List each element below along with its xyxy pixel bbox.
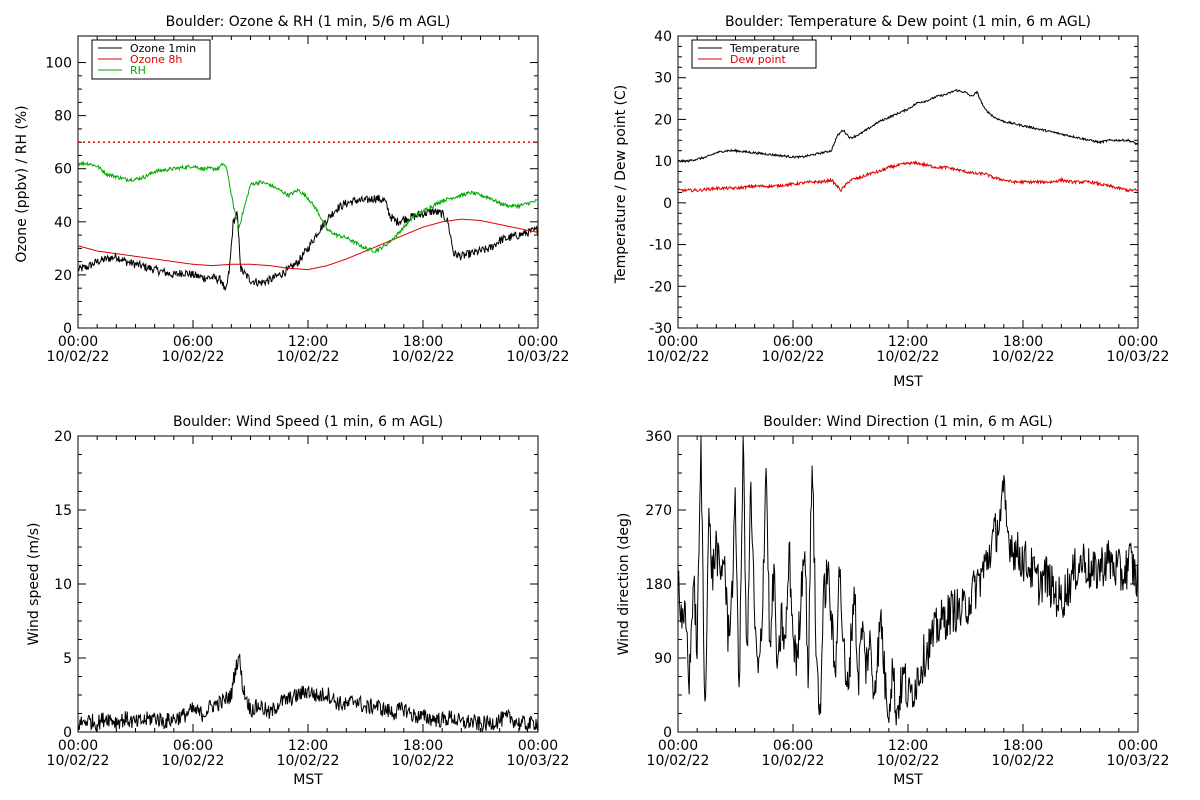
y-tick-label: 0 bbox=[63, 321, 72, 337]
x-tick-label-time: 06:00 bbox=[773, 334, 813, 350]
x-tick-label-time: 00:00 bbox=[658, 738, 698, 754]
x-axis-label: MST bbox=[893, 772, 923, 788]
series-line bbox=[677, 435, 1139, 726]
x-tick-label-date: 10/02/22 bbox=[47, 349, 110, 365]
x-tick-label-time: 00:00 bbox=[518, 334, 558, 350]
y-tick-label: 60 bbox=[54, 162, 72, 178]
y-tick-label: 20 bbox=[54, 429, 72, 445]
x-tick-label-date: 10/02/22 bbox=[162, 753, 225, 769]
series-line bbox=[677, 160, 1139, 193]
x-tick-label-date: 10/02/22 bbox=[647, 753, 710, 769]
x-tick-label-date: 10/03/22 bbox=[507, 349, 570, 365]
x-tick-label-date: 10/02/22 bbox=[277, 349, 340, 365]
y-tick-label: 10 bbox=[54, 577, 72, 593]
y-tick-label: 270 bbox=[645, 503, 672, 519]
chart-title: Boulder: Temperature & Dew point (1 min,… bbox=[725, 14, 1091, 30]
x-tick-label-date: 10/02/22 bbox=[277, 753, 340, 769]
legend-label: Ozone 1min bbox=[130, 42, 196, 55]
x-tick-label-time: 06:00 bbox=[773, 738, 813, 754]
x-tick-label-time: 18:00 bbox=[1003, 334, 1043, 350]
x-tick-label-time: 18:00 bbox=[403, 334, 443, 350]
x-tick-label-date: 10/03/22 bbox=[1107, 349, 1170, 365]
legend-label: Dew point bbox=[730, 53, 786, 66]
plot-area: 0510152000:0010/02/2206:0010/02/2212:001… bbox=[47, 429, 570, 769]
x-tick-label-date: 10/02/22 bbox=[762, 753, 825, 769]
y-axis-label: Ozone (ppbv) / RH (%) bbox=[14, 105, 30, 262]
y-axis-label: Temperature / Dew point (C) bbox=[613, 85, 629, 284]
x-axis-label: MST bbox=[893, 374, 923, 390]
series-line bbox=[77, 653, 539, 733]
x-tick-label-date: 10/02/22 bbox=[47, 753, 110, 769]
y-tick-label: 20 bbox=[654, 112, 672, 128]
y-tick-label: 10 bbox=[654, 154, 672, 170]
x-tick-label-date: 10/02/22 bbox=[877, 753, 940, 769]
legend-label: Temperature bbox=[729, 42, 800, 55]
y-tick-label: -10 bbox=[649, 238, 672, 254]
plot-area: 09018027036000:0010/02/2206:0010/02/2212… bbox=[645, 429, 1169, 769]
x-tick-label-date: 10/03/22 bbox=[1107, 753, 1170, 769]
chart-title: Boulder: Wind Speed (1 min, 6 m AGL) bbox=[173, 414, 443, 430]
x-axis-label: MST bbox=[293, 772, 323, 788]
series-line bbox=[677, 89, 1139, 164]
x-tick-label-time: 18:00 bbox=[1003, 738, 1043, 754]
y-tick-label: -30 bbox=[649, 321, 672, 337]
x-tick-label-date: 10/02/22 bbox=[392, 753, 455, 769]
x-tick-label-time: 18:00 bbox=[403, 738, 443, 754]
y-axis-label: Wind direction (deg) bbox=[616, 513, 632, 656]
x-tick-label-date: 10/02/22 bbox=[762, 349, 825, 365]
x-tick-label-time: 00:00 bbox=[1118, 738, 1158, 754]
y-tick-label: 80 bbox=[54, 109, 72, 125]
y-tick-label: 90 bbox=[654, 651, 672, 667]
chart-wind-direction: Boulder: Wind Direction (1 min, 6 m AGL)… bbox=[616, 414, 1169, 788]
legend-label: RH bbox=[130, 64, 146, 77]
plot-area: 02040608010000:0010/02/2206:0010/02/2212… bbox=[45, 35, 570, 365]
x-tick-label-date: 10/02/22 bbox=[992, 349, 1055, 365]
x-tick-label-date: 10/02/22 bbox=[992, 753, 1055, 769]
y-tick-label: 180 bbox=[645, 577, 672, 593]
y-tick-label: 30 bbox=[654, 71, 672, 87]
x-tick-label-time: 00:00 bbox=[1118, 334, 1158, 350]
legend-box bbox=[691, 39, 817, 69]
y-tick-label: -20 bbox=[649, 279, 672, 295]
chart-title: Boulder: Wind Direction (1 min, 6 m AGL) bbox=[763, 414, 1052, 430]
x-tick-label-time: 00:00 bbox=[518, 738, 558, 754]
x-tick-label-time: 12:00 bbox=[888, 334, 928, 350]
y-tick-label: 20 bbox=[54, 268, 72, 284]
series-line bbox=[77, 218, 539, 271]
x-tick-label-time: 06:00 bbox=[173, 334, 213, 350]
series-line bbox=[77, 195, 539, 291]
chart-ozone-rh: Boulder: Ozone & RH (1 min, 5/6 m AGL) 0… bbox=[14, 14, 569, 365]
y-tick-label: 40 bbox=[54, 215, 72, 231]
x-tick-label-time: 12:00 bbox=[288, 738, 328, 754]
y-tick-label: 5 bbox=[63, 651, 72, 667]
x-tick-label-date: 10/02/22 bbox=[647, 349, 710, 365]
x-tick-label-date: 10/02/22 bbox=[392, 349, 455, 365]
y-tick-label: 360 bbox=[645, 429, 672, 445]
y-tick-label: 15 bbox=[54, 503, 72, 519]
plot-area: -30-20-1001020304000:0010/02/2206:0010/0… bbox=[647, 29, 1170, 365]
x-tick-label-time: 12:00 bbox=[288, 334, 328, 350]
x-tick-label-time: 06:00 bbox=[173, 738, 213, 754]
y-tick-label: 0 bbox=[63, 725, 72, 741]
chart-temperature-dewpoint: Boulder: Temperature & Dew point (1 min,… bbox=[613, 14, 1169, 390]
y-tick-label: 100 bbox=[45, 56, 72, 72]
y-tick-label: 0 bbox=[663, 196, 672, 212]
y-tick-label: 0 bbox=[663, 725, 672, 741]
x-tick-label-date: 10/02/22 bbox=[877, 349, 940, 365]
chart-title: Boulder: Ozone & RH (1 min, 5/6 m AGL) bbox=[166, 14, 451, 30]
chart-wind-speed: Boulder: Wind Speed (1 min, 6 m AGL) 0 5 1… bbox=[26, 414, 569, 788]
x-tick-label-time: 00:00 bbox=[58, 334, 98, 350]
x-tick-label-time: 00:00 bbox=[58, 738, 98, 754]
y-axis-label: Wind speed (m/s) bbox=[26, 523, 42, 646]
x-tick-label-time: 12:00 bbox=[888, 738, 928, 754]
x-tick-label-time: 00:00 bbox=[658, 334, 698, 350]
x-tick-label-date: 10/02/22 bbox=[162, 349, 225, 365]
legend-label: Ozone 8h bbox=[130, 53, 182, 66]
series-line bbox=[77, 160, 539, 253]
y-tick-label: 40 bbox=[654, 29, 672, 45]
x-tick-label-date: 10/03/22 bbox=[507, 753, 570, 769]
